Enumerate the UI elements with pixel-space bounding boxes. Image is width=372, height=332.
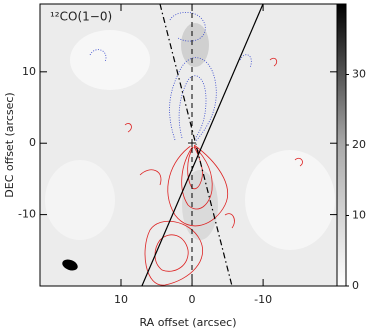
y-tick-label: 10 — [22, 65, 36, 78]
y-tick-label: -10 — [18, 208, 36, 221]
y-tick-label: 0 — [29, 136, 36, 149]
beam — [62, 259, 78, 271]
colorbar — [336, 3, 347, 287]
y-axis-label: DEC offset (arcsec) — [3, 92, 16, 197]
image-patch — [181, 23, 209, 67]
x-tick-label: -10 — [254, 293, 272, 306]
image-patch — [245, 150, 335, 250]
image-patch — [70, 30, 150, 90]
x-tick-label: 0 — [189, 293, 196, 306]
blue-contours — [89, 11, 252, 143]
source-marker — [188, 139, 196, 147]
image-patch — [45, 160, 115, 240]
colorbar-tick-label: 10 — [352, 209, 366, 222]
x-axis-label: RA offset (arcsec) — [139, 316, 236, 329]
outflow-axis — [141, 4, 264, 286]
image-layer — [40, 4, 337, 286]
image-label: ¹²CO(1−0) — [50, 10, 112, 24]
colorbar-tick-label: 20 — [352, 138, 366, 151]
x-tick-label: 10 — [114, 293, 128, 306]
red-contours — [124, 57, 303, 286]
colorbar-tick-label: 30 — [352, 68, 366, 81]
colorbar-tick-label: 0 — [352, 279, 359, 292]
